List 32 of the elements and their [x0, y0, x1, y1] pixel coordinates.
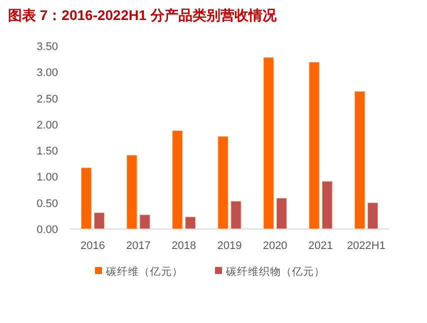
y-tick-label: 1.00 [36, 172, 58, 184]
bar [185, 216, 196, 230]
y-tick-label: 1.50 [36, 146, 58, 158]
bar [354, 91, 365, 230]
x-tick-label: 2018 [172, 240, 196, 252]
bar [263, 57, 274, 230]
y-tick-label: 0.50 [36, 198, 58, 210]
bar [172, 130, 183, 230]
chart-title: 图表 7：2016-2022H1 分产品类别营收情况 [8, 7, 278, 23]
x-tick-label: 2020 [262, 240, 288, 252]
bar [276, 198, 287, 230]
y-tick-label: 3.50 [36, 41, 58, 53]
x-tick-label: 2017 [126, 240, 151, 252]
x-tick-label: 2022H1 [346, 240, 386, 252]
x-tick-label: 2016 [80, 240, 106, 252]
bar [218, 136, 228, 230]
y-tick-label: 3.00 [36, 67, 58, 80]
y-tick-label: 2.00 [36, 119, 58, 132]
bar [367, 202, 378, 230]
bar [322, 181, 332, 230]
bar [230, 201, 242, 230]
x-tick-label: 2021 [308, 240, 333, 252]
x-tick-label: 2019 [217, 240, 242, 252]
legend-label: 碳纤维（亿元） [105, 265, 183, 278]
bar [94, 212, 105, 230]
legend-label: 碳纤维织物（亿元） [225, 265, 325, 278]
y-tick-label: 0.00 [36, 224, 58, 236]
y-tick-label: 2.50 [36, 93, 58, 106]
bar [308, 62, 320, 230]
bar [140, 214, 150, 230]
bar [126, 155, 138, 230]
bar [81, 168, 92, 230]
